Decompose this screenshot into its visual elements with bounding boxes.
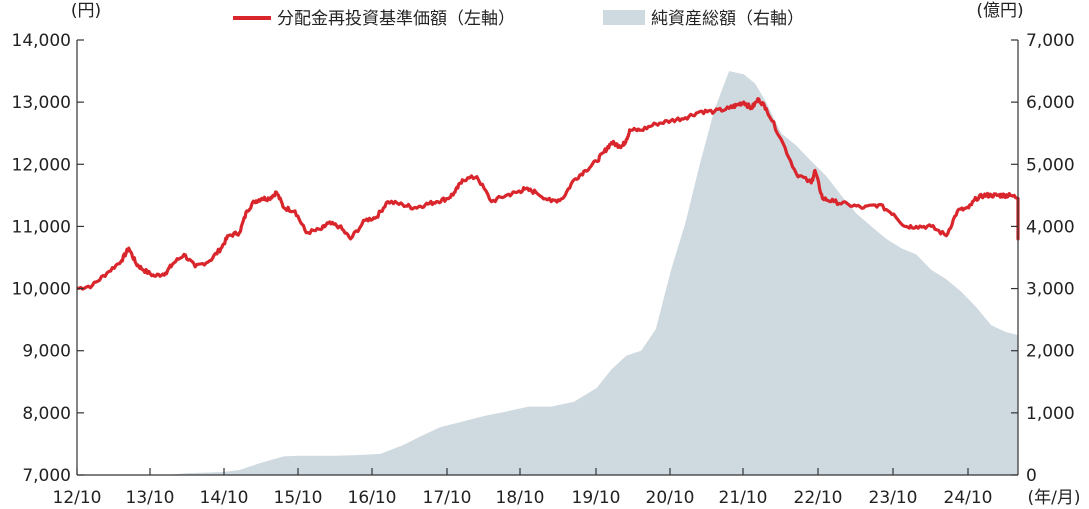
net-assets-area-layer [77,71,1018,475]
x-tick-label: 15/10 [274,488,323,508]
left-tick-label: 10,000 [12,280,71,300]
x-tick-label: 18/10 [496,488,545,508]
left-tick-label: 9,000 [22,342,71,362]
x-tick-label: 24/10 [944,488,993,508]
x-tick-label: 14/10 [200,488,249,508]
x-tick-label: 22/10 [794,488,843,508]
right-tick-label: 1,000 [1026,404,1075,424]
left-axis-unit: (円) [71,1,101,21]
x-tick-label: 23/10 [869,488,918,508]
right-axis-unit: (億円) [976,1,1023,21]
left-tick-label: 12,000 [12,155,71,175]
left-tick-label: 13,000 [12,93,71,113]
right-tick-label: 0 [1026,466,1037,486]
x-tick-label: 19/10 [572,488,621,508]
nav-line-layer [76,97,1020,291]
x-tick-label: 20/10 [646,488,695,508]
x-tick-label: 12/10 [53,488,102,508]
right-tick-label: 2,000 [1026,342,1075,362]
right-tick-label: 6,000 [1026,93,1075,113]
right-tick-label: 5,000 [1026,155,1075,175]
nav-line [76,97,1020,291]
legend: 分配金再投資基準価額（左軸） 純資産総額（右軸） [233,9,804,29]
legend-net-assets-label: 純資産総額（右軸） [651,9,804,29]
left-tick-label: 11,000 [12,217,71,237]
x-tick-label: 21/10 [719,488,768,508]
right-tick-label: 3,000 [1026,280,1075,300]
legend-net-assets-swatch [603,10,645,25]
x-tick-label: 13/10 [126,488,175,508]
legend-nav-label: 分配金再投資基準価額（左軸） [277,9,515,29]
x-tick-label: 17/10 [423,488,472,508]
x-tick-label: 16/10 [348,488,397,508]
left-tick-label: 7,000 [22,466,71,486]
left-tick-label: 8,000 [22,404,71,424]
left-tick-label: 14,000 [12,31,71,51]
right-tick-label: 7,000 [1026,31,1075,51]
x-axis-unit: (年/月) [1028,488,1081,508]
axes-layer: 7,000 8,000 9,000 10,000 11,000 12,000 13,000 1… [12,31,1075,508]
net-assets-area [77,71,1018,475]
right-tick-label: 4,000 [1026,217,1075,237]
